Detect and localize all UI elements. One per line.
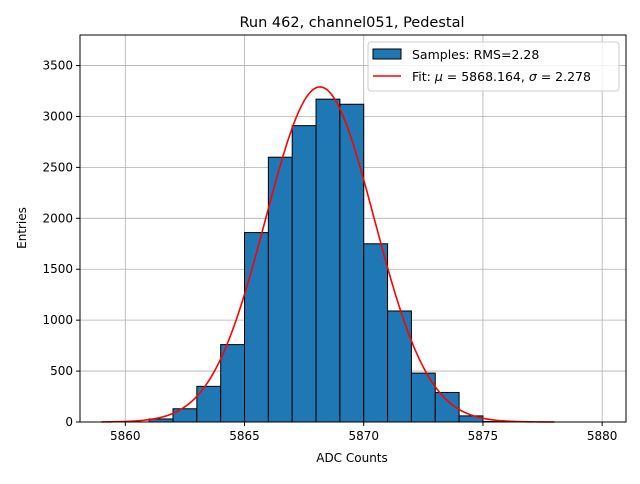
x-axis-label: ADC Counts	[316, 451, 388, 465]
histogram-bar	[220, 344, 246, 423]
y-tick-label: 0	[65, 415, 73, 429]
y-tick-label: 2500	[42, 160, 73, 174]
histogram-bar	[172, 408, 198, 423]
histogram-bar	[291, 125, 317, 423]
y-tick-label: 1000	[42, 313, 73, 327]
x-tick-label: 5865	[229, 429, 260, 443]
y-tick-label: 500	[50, 364, 73, 378]
histogram-bar	[244, 232, 269, 423]
legend-box	[367, 41, 620, 92]
legend-samples-swatch	[372, 48, 402, 60]
plot-frame	[79, 34, 627, 423]
legend-fit-label: Fit: μ = 5868.164, σ = 2.278	[412, 69, 591, 84]
x-tick-label: 5860	[110, 429, 141, 443]
chart-title: Run 462, channel051, Pedestal	[239, 15, 464, 31]
y-axis-label: Entries	[15, 207, 29, 249]
histogram-bar	[339, 103, 365, 423]
x-tick-label: 5880	[587, 429, 618, 443]
legend: Samples: RMS=2.28 Fit: μ = 5868.164, σ =…	[367, 41, 620, 92]
x-tick-label: 5870	[348, 429, 379, 443]
x-tick-label: 5875	[468, 429, 499, 443]
histogram-bar	[315, 98, 341, 423]
y-tick-label: 1500	[42, 262, 73, 276]
histogram-bar	[387, 310, 412, 423]
fit-curve	[101, 86, 555, 423]
y-tick-label: 2000	[42, 211, 73, 225]
legend-samples-label: Samples: RMS=2.28	[412, 47, 539, 62]
y-tick-label: 3000	[42, 109, 73, 123]
histogram-bar	[363, 243, 389, 423]
y-tick-label: 3500	[42, 59, 73, 73]
